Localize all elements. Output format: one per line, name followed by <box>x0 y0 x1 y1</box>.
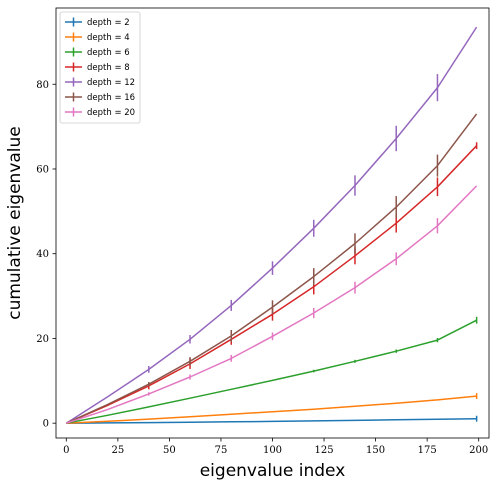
y-tick-label: 60 <box>36 164 49 175</box>
x-tick-label: 100 <box>263 445 282 456</box>
series-3 <box>66 316 478 424</box>
legend-label: depth = 6 <box>87 48 130 58</box>
series-line <box>66 417 477 424</box>
x-tick-label: 50 <box>163 445 176 456</box>
axis-ticks: 0 25 50 75 100 125 150 175 200 0 20 40 60 80 <box>36 80 488 456</box>
legend-box <box>59 11 141 124</box>
x-tick-label: 0 <box>63 445 69 456</box>
series-5 <box>65 26 478 424</box>
x-tick-label: 25 <box>111 445 124 456</box>
series-1 <box>66 415 478 424</box>
x-tick-label: 200 <box>469 445 488 456</box>
y-tick-label: 40 <box>36 249 49 260</box>
series-6 <box>65 113 478 424</box>
series-7 <box>66 185 478 424</box>
legend-label: depth = 16 <box>87 93 135 103</box>
x-tick-label: 125 <box>315 445 334 456</box>
series-line <box>66 319 477 424</box>
legend-entry: depth = 2 <box>65 17 130 28</box>
x-axis-label: eigenvalue index <box>200 461 346 481</box>
x-tick-label: 175 <box>418 445 437 456</box>
legend-label: depth = 20 <box>87 108 135 118</box>
series-2 <box>66 393 478 424</box>
series-line <box>66 185 478 424</box>
x-tick-label: 75 <box>215 445 228 456</box>
plot-area <box>65 26 478 424</box>
legend-label: depth = 12 <box>87 78 135 88</box>
legend-entry: depth = 12 <box>65 77 135 88</box>
x-tick-label: 150 <box>366 445 385 456</box>
legend-label: depth = 8 <box>87 63 130 73</box>
legend-entry: depth = 4 <box>65 32 130 43</box>
y-tick-label: 0 <box>43 419 49 430</box>
legend-entry: depth = 8 <box>65 62 130 73</box>
y-axis-label: cumulative eigenvalue <box>5 126 25 320</box>
legend-entry: depth = 20 <box>65 107 135 118</box>
legend-entry: depth = 16 <box>65 92 135 103</box>
legend-label: depth = 2 <box>87 18 130 28</box>
series-line <box>66 395 477 424</box>
y-tick-label: 20 <box>36 334 49 345</box>
legend-entry: depth = 6 <box>65 47 130 58</box>
legend-label: depth = 4 <box>87 33 130 43</box>
legend: depth = 2 depth = 4 depth = 6 depth = 8 dept… <box>59 11 141 124</box>
y-tick-label: 80 <box>36 80 49 91</box>
